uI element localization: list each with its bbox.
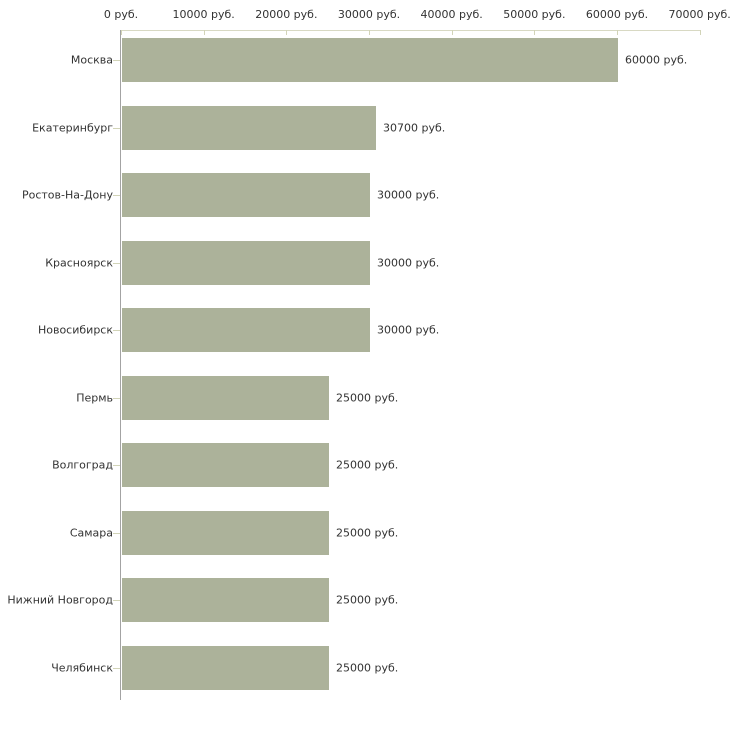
category-label: Красноярск — [45, 256, 113, 269]
x-tick-label: 60000 руб. — [585, 8, 649, 21]
category-label: Ростов-На-Дону — [21, 188, 113, 202]
category-tick-mark — [113, 533, 120, 534]
category-tick-mark — [113, 330, 120, 331]
x-axis-line — [121, 30, 700, 31]
category-label: Москва — [70, 53, 113, 67]
bar-value-label: 60000 руб. — [625, 53, 688, 67]
x-tick-label: 10000 руб. — [172, 8, 235, 21]
category-label: Екатеринбург — [32, 121, 113, 134]
x-tick-label: 70000 руб. — [668, 8, 730, 21]
x-tick-label: 50000 руб. — [503, 8, 566, 21]
x-tick-mark — [286, 30, 287, 35]
x-tick-mark — [204, 30, 205, 35]
bar — [122, 240, 370, 285]
category-label: Челябинск — [51, 661, 113, 674]
x-tick-label: 30000 руб. — [337, 8, 401, 21]
bar-value-label: 30700 руб. — [383, 121, 446, 134]
bar-value-label: 25000 руб. — [336, 391, 399, 404]
category-label: Новосибирск — [37, 323, 113, 337]
category-label: Самара — [69, 526, 113, 539]
x-tick-mark — [534, 30, 535, 35]
bar-value-label: 25000 руб. — [336, 661, 399, 674]
bar-value-label: 25000 руб. — [336, 458, 399, 472]
bar — [122, 578, 329, 622]
category-tick-mark — [113, 668, 120, 669]
category-tick-mark — [113, 128, 120, 129]
x-tick-mark — [700, 30, 701, 35]
category-tick-mark — [113, 263, 120, 264]
bar-value-label: 30000 руб. — [377, 256, 440, 269]
x-tick-mark — [369, 30, 370, 35]
bar — [122, 375, 329, 420]
category-tick-mark — [113, 600, 120, 601]
category-label: Пермь — [76, 391, 113, 404]
category-label: Волгоград — [52, 458, 113, 472]
bar-value-label: 30000 руб. — [377, 323, 440, 337]
bar — [122, 308, 370, 352]
x-tick-label: 40000 руб. — [420, 8, 483, 21]
category-tick-mark — [113, 60, 120, 61]
bar-value-label: 30000 руб. — [377, 188, 440, 202]
x-tick-label: 20000 руб. — [255, 8, 318, 21]
x-tick-mark — [617, 30, 618, 35]
bar — [122, 38, 618, 82]
bar — [122, 510, 329, 555]
x-tick-label: 0 руб. — [103, 8, 139, 21]
x-tick-mark — [452, 30, 453, 35]
category-label: Нижний Новгород — [7, 593, 113, 607]
bar-value-label: 25000 руб. — [336, 526, 399, 539]
bar — [122, 443, 329, 487]
bar — [122, 105, 376, 150]
y-axis-line — [120, 30, 121, 700]
category-tick-mark — [113, 465, 120, 466]
category-tick-mark — [113, 195, 120, 196]
category-tick-mark — [113, 398, 120, 399]
bar-value-label: 25000 руб. — [336, 593, 399, 607]
bar — [122, 645, 329, 690]
x-tick-mark — [121, 30, 122, 35]
bar — [122, 173, 370, 217]
